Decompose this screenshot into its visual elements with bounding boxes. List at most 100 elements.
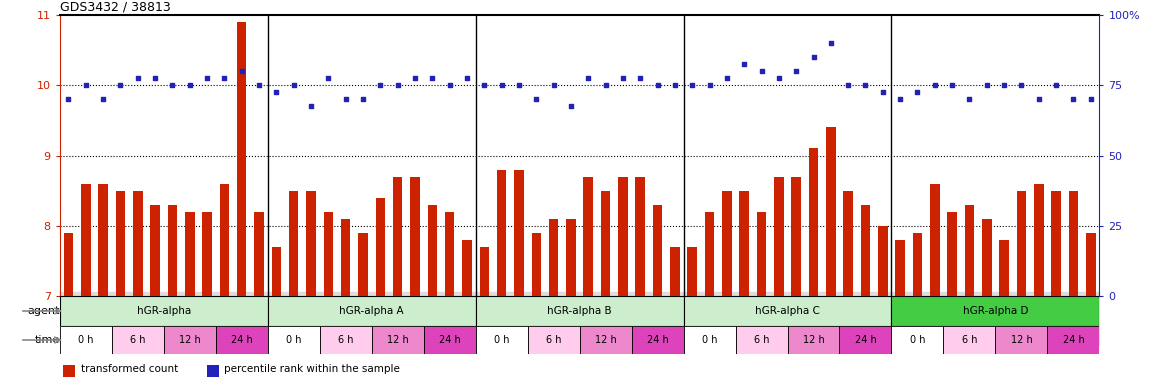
Point — [509, 82, 528, 88]
Bar — [476, 326, 528, 354]
Point — [146, 75, 164, 81]
Point — [406, 75, 424, 81]
Point — [77, 82, 95, 88]
Bar — [788, 326, 840, 354]
Point — [908, 89, 927, 95]
Bar — [99, 184, 108, 296]
Bar — [207, 364, 220, 376]
Point — [181, 82, 199, 88]
Point — [320, 75, 338, 81]
Point — [700, 82, 719, 88]
Point — [232, 68, 251, 74]
Bar — [168, 205, 177, 296]
Text: 6 h: 6 h — [130, 335, 146, 345]
Bar — [683, 326, 736, 354]
Bar — [497, 170, 506, 296]
Point — [631, 75, 650, 81]
Text: 0 h: 0 h — [286, 335, 301, 345]
Text: 24 h: 24 h — [231, 335, 253, 345]
Point — [250, 82, 268, 88]
Point — [354, 96, 373, 103]
Bar — [683, 296, 891, 326]
Bar — [891, 326, 943, 354]
Point — [597, 82, 615, 88]
Bar — [688, 247, 697, 296]
Point — [1081, 96, 1099, 103]
Bar — [60, 326, 112, 354]
Bar — [163, 326, 216, 354]
Bar — [462, 240, 471, 296]
Bar — [63, 233, 74, 296]
Bar — [216, 326, 268, 354]
Point — [267, 89, 285, 95]
Point — [163, 82, 182, 88]
Point — [995, 82, 1013, 88]
Bar — [843, 190, 853, 296]
Text: 0 h: 0 h — [78, 335, 93, 345]
Text: 0 h: 0 h — [702, 335, 718, 345]
Point — [649, 82, 667, 88]
Point — [787, 68, 805, 74]
Bar — [63, 364, 76, 376]
Text: 12 h: 12 h — [179, 335, 200, 345]
Bar — [202, 212, 212, 296]
Bar — [1017, 190, 1026, 296]
Text: 12 h: 12 h — [803, 335, 825, 345]
Text: 0 h: 0 h — [493, 335, 509, 345]
Bar — [1051, 190, 1060, 296]
Bar — [1086, 233, 1096, 296]
Bar — [268, 296, 476, 326]
Bar — [1068, 190, 1079, 296]
Bar — [999, 240, 1009, 296]
Bar — [423, 326, 476, 354]
Bar — [891, 296, 1099, 326]
Text: 6 h: 6 h — [338, 335, 353, 345]
Text: hGR-alpha C: hGR-alpha C — [756, 306, 820, 316]
Point — [752, 68, 770, 74]
Text: 12 h: 12 h — [595, 335, 616, 345]
Bar — [254, 212, 263, 296]
Text: hGR-alpha: hGR-alpha — [137, 306, 191, 316]
Bar — [185, 212, 194, 296]
Point — [926, 82, 944, 88]
Bar — [151, 205, 160, 296]
Point — [371, 82, 390, 88]
Text: 6 h: 6 h — [961, 335, 978, 345]
Bar — [757, 212, 766, 296]
Bar — [289, 190, 299, 296]
Text: 24 h: 24 h — [1063, 335, 1084, 345]
Text: 24 h: 24 h — [646, 335, 668, 345]
Bar — [930, 184, 940, 296]
Point — [580, 75, 598, 81]
Text: agent: agent — [28, 306, 60, 316]
Text: 12 h: 12 h — [386, 335, 408, 345]
Bar — [996, 326, 1048, 354]
Point — [458, 75, 476, 81]
Point — [821, 40, 839, 46]
Text: 12 h: 12 h — [1011, 335, 1033, 345]
Bar — [840, 326, 891, 354]
Bar — [116, 190, 125, 296]
Point — [284, 82, 302, 88]
Point — [94, 96, 113, 103]
Point — [614, 75, 632, 81]
Bar — [982, 219, 991, 296]
Point — [804, 54, 822, 60]
Point — [423, 75, 442, 81]
Point — [857, 82, 875, 88]
Point — [301, 103, 320, 109]
Bar — [268, 326, 320, 354]
Point — [874, 89, 892, 95]
Bar — [600, 190, 611, 296]
Bar — [411, 177, 420, 296]
Text: 0 h: 0 h — [910, 335, 926, 345]
Point — [544, 82, 562, 88]
Bar — [943, 326, 996, 354]
Bar — [340, 219, 351, 296]
Bar — [580, 326, 631, 354]
Bar — [879, 226, 888, 296]
Point — [1046, 82, 1065, 88]
Text: percentile rank within the sample: percentile rank within the sample — [224, 364, 400, 374]
Bar — [619, 177, 628, 296]
Bar — [376, 198, 385, 296]
